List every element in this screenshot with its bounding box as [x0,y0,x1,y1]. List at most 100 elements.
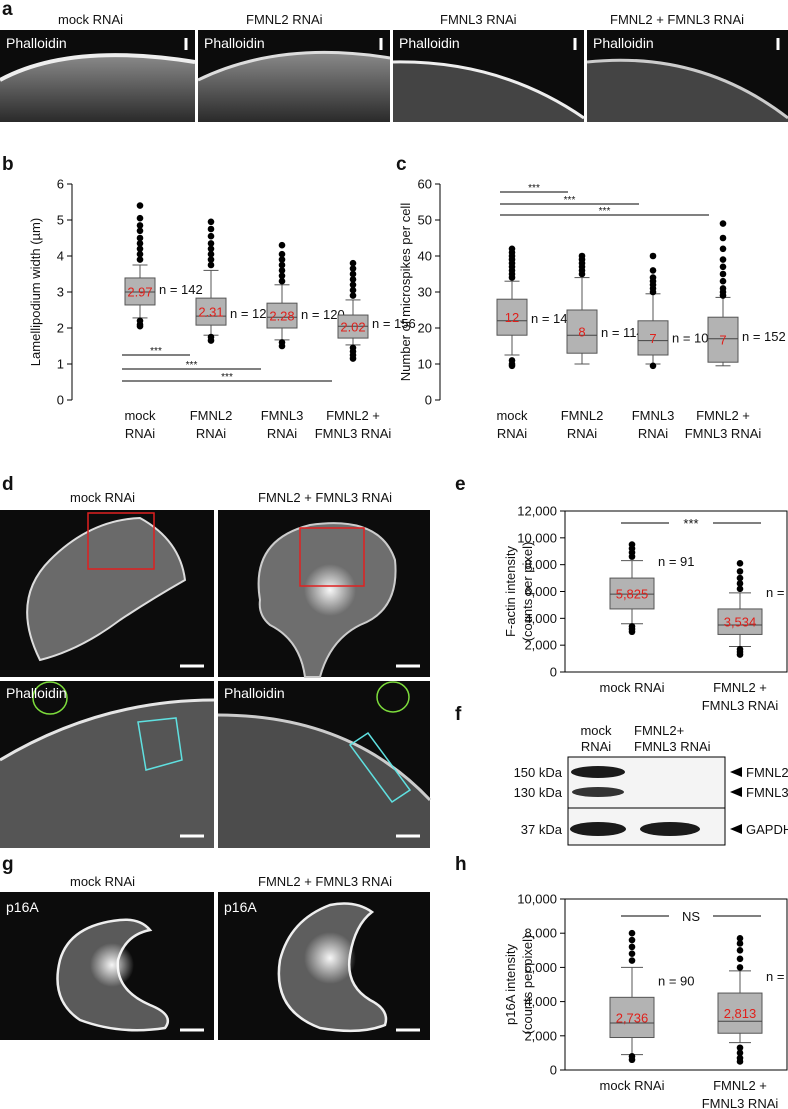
box [496,298,528,336]
outlier [136,245,144,253]
x-tick-label: FMNL2 + [326,408,380,423]
cell [218,715,430,848]
outlier [207,232,215,240]
band [570,822,626,836]
x-tick-label: FMNL3 RNAi [702,1096,779,1109]
box [637,320,669,356]
cell [587,60,788,122]
y-tick-label: 30 [418,285,432,300]
arrowhead [730,767,742,777]
n-label: n = 93 [766,585,788,600]
outlier [207,240,215,247]
image-title: mock RNAi [70,874,135,889]
plot-frame [564,898,788,1071]
y-tick-label: 10,000 [517,892,557,907]
outlier [736,568,744,575]
n-label: n = 90 [658,973,695,988]
outlier [736,964,744,971]
outlier [349,276,357,283]
y-tick-label: 4 [57,249,64,264]
protein-label: FMNL3 [746,785,788,800]
significance-label: *** [221,372,233,383]
outlier [628,1056,636,1064]
outlier [349,292,357,299]
outlier [349,355,357,362]
roi-box [299,527,365,587]
measurement-roi [348,731,412,804]
outlier [628,936,636,944]
stain-label: Phalloidin [224,685,285,701]
image-title: FMNL2 + FMNL3 RNAi [258,874,392,889]
arrowhead [730,787,742,797]
outlier [719,220,727,227]
significance-label: *** [599,206,611,217]
y-tick-label: 20 [418,321,432,336]
outlier [719,234,727,242]
lane-label: FMNL3 RNAi [634,739,711,754]
roi-box [87,512,155,570]
x-tick-label: FMNL2 + [713,680,767,695]
stain-label: Phalloidin [6,685,67,701]
n-label: n = 152 [742,329,786,344]
outlier [736,574,744,582]
box [717,608,763,635]
significance-label: *** [186,360,198,371]
outlier [136,234,144,242]
stain-label: p16A [224,899,257,915]
cell [198,52,390,123]
outlier [278,267,286,274]
n-label: n = 143 [531,311,575,326]
arrowhead [730,824,742,834]
mean-label: 12 [505,310,519,325]
outlier [136,256,144,263]
n-label: n = 129 [230,306,274,321]
outlier [278,241,286,249]
y-tick-label: 10,000 [517,530,557,545]
cell-center [90,943,134,987]
y-tick-label: 6,000 [524,584,557,599]
stain-label: p16A [6,899,39,915]
lane-label: FMNL2+ [634,723,684,738]
outlier [578,252,586,260]
outlier [628,929,636,937]
outlier [719,270,727,278]
outlier [207,337,215,344]
outlier [736,651,744,658]
significance-label: NS [682,909,700,924]
outlier [649,252,657,260]
y-tick-label: 8,000 [524,557,557,572]
x-tick-label: RNAi [267,426,297,441]
cell-edge [217,713,432,802]
cell-edge [0,53,196,82]
outlier [736,580,744,587]
band [571,766,625,778]
protein-label: GAPDH [746,822,788,837]
outlier [136,240,144,247]
outlier [628,950,636,958]
outlier [207,225,215,233]
significance-label: *** [150,346,162,357]
mean-label: 2.97 [127,284,152,299]
n-label: n = 91 [658,554,695,569]
cell [0,700,214,848]
size-marker: 37 kDa [521,822,563,837]
y-tick-label: 12,000 [517,504,557,519]
y-tick-label: 2,000 [524,1028,557,1043]
cell-center [304,564,356,616]
outlier [207,256,215,263]
outlier [278,342,286,350]
outlier [136,214,144,222]
outlier [207,261,215,269]
outlier [508,362,516,370]
outlier [719,256,727,263]
x-tick-label: FMNL2 [561,408,604,423]
x-tick-label: FMNL2 + [713,1078,767,1093]
box [717,992,763,1034]
plot-frame [564,510,788,673]
panel-letter: b [2,154,14,175]
outlier [136,227,144,235]
panel-letter: a [2,0,13,20]
mean-label: 7 [649,331,656,346]
image-title: mock RNAi [58,12,123,27]
x-tick-label: FMNL2 + [696,408,750,423]
